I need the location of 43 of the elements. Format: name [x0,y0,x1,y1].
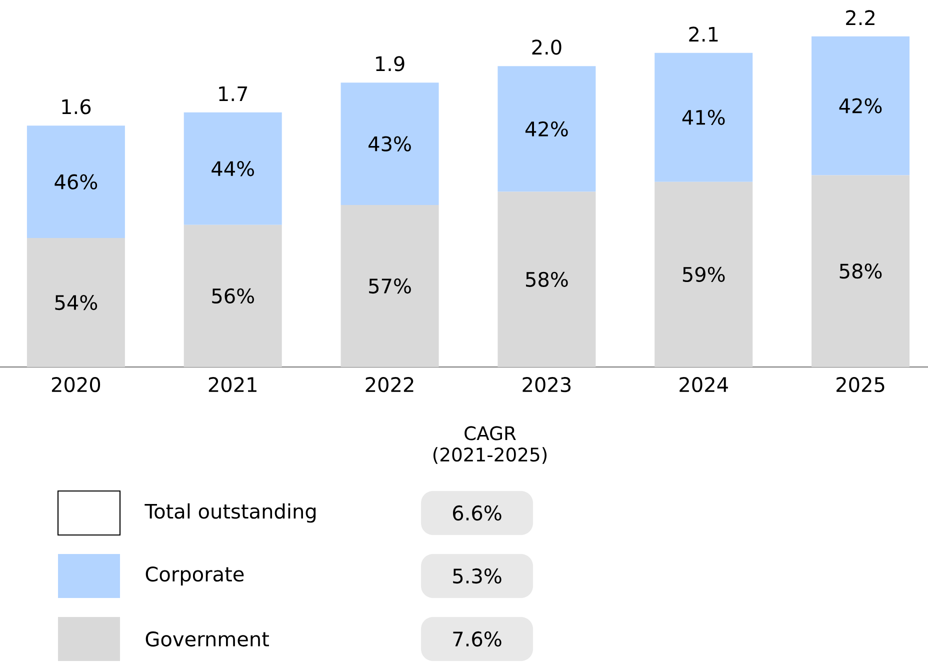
annotation: 42% [839,98,882,114]
bar [654,52,753,182]
text: 7.6% [453,631,502,647]
x-tick-label: 2023 [522,377,571,392]
bar [812,36,910,176]
legend-label: Corporate [146,566,244,586]
x-tick-label: 2022 [366,377,414,392]
x-tick-label: 2025 [836,377,884,392]
annotation: 41% [682,110,725,125]
bar [184,224,282,367]
text: 5.3% [453,568,502,584]
x-tick-label: 2020 [52,377,100,392]
annotation: 56% [212,288,254,304]
annotation: 54% [55,294,98,310]
bar [26,238,125,367]
annotation: 57% [369,278,411,294]
annotation: 58% [526,272,568,287]
annotation: 2.1 [689,26,718,42]
annotation: 44% [212,161,254,176]
legend-label: Total outstanding [144,503,316,523]
bar [498,192,596,367]
annotation: 2.0 [532,40,562,55]
bar [498,66,596,192]
x-tick-label: 2024 [680,377,728,392]
legend-label: Government [146,631,269,647]
annotation: 1.7 [219,86,248,102]
annotation: 59% [682,266,725,282]
annotation: 42% [525,121,568,137]
text: 6.6% [453,505,502,521]
annotation: 46% [54,174,98,190]
bar [340,82,439,205]
annotation: 1.9 [376,56,404,72]
bar [654,182,753,367]
text: 2.2 [846,10,874,25]
text: CAGR (2021-2025) [433,426,547,464]
x-tick-label: 2021 [208,377,256,392]
bar [26,126,125,238]
annotation: 43% [368,136,411,152]
bar [184,112,282,225]
annotation: 58% [840,264,882,279]
bar [340,204,439,367]
annotation: 1.6 [62,99,91,114]
bar [812,175,910,367]
